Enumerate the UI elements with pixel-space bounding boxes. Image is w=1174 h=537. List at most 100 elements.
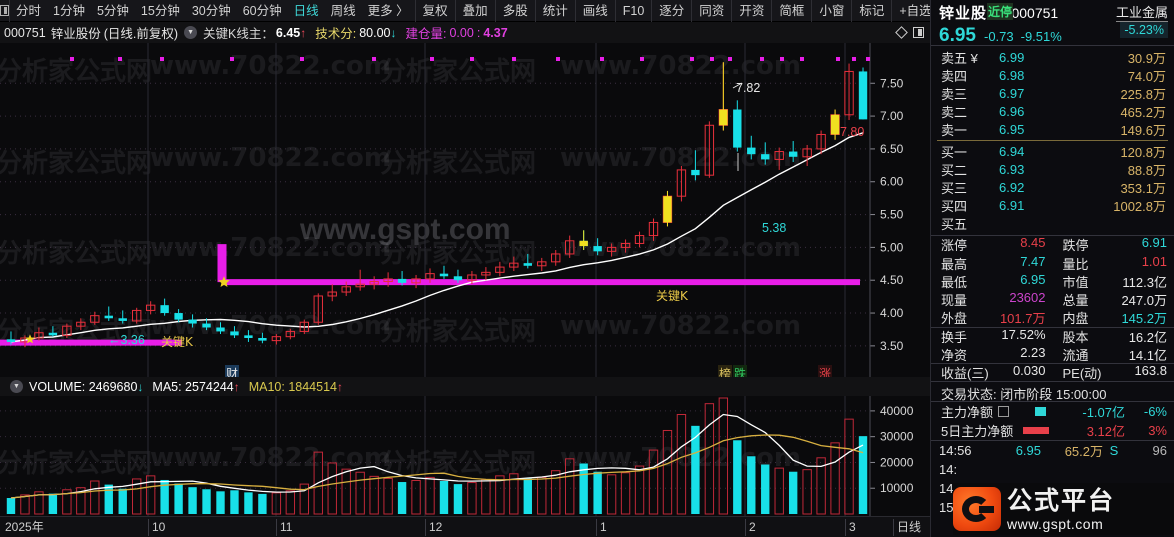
stats-value: 16.2亿 bbox=[1128, 329, 1167, 345]
position-label: 建仓量: bbox=[405, 27, 447, 41]
quote-change-pct: -9.51% bbox=[1020, 29, 1062, 44]
brand-g-icon bbox=[953, 487, 1001, 531]
tech-score-label: 技术分: bbox=[315, 27, 357, 41]
order-book-label: 买五 bbox=[941, 217, 968, 233]
order-book-row[interactable]: 买一 6.94 120.8万 bbox=[931, 142, 1174, 160]
btn-tongji[interactable]: 统计 bbox=[534, 0, 575, 22]
price-chart-svg: 7.50 7.00 6.50 6.00 5.50 5.00 4.50 4.00 3.50 bbox=[0, 43, 904, 377]
stats-cell: 市值 112.3亿 bbox=[1053, 272, 1174, 291]
order-book-price: 6.92 bbox=[999, 179, 1025, 195]
stats-row: 最高 7.47 量比 1.01 bbox=[931, 254, 1174, 272]
tick-row[interactable]: 15: bbox=[931, 498, 1174, 516]
period-30min[interactable]: 30分钟 bbox=[191, 3, 231, 18]
stats-key: 总量 bbox=[1062, 293, 1089, 309]
order-book-row[interactable]: 卖五 ¥ 6.99 30.9万 bbox=[931, 48, 1174, 66]
order-book-row[interactable]: 买五 bbox=[931, 215, 1174, 233]
tick-row[interactable]: 14: bbox=[931, 460, 1174, 479]
stats-table: 涨停 8.45 跌停 6.91 最高 7.47 量比 1.01 最低 6.95 市值 112.3亿 现量… bbox=[931, 234, 1174, 382]
position-separator: : bbox=[476, 25, 481, 40]
stats-row: 外盘 101.7万 内盘 145.2万 bbox=[931, 309, 1174, 327]
layout-icon[interactable] bbox=[913, 27, 924, 38]
tech-score-value: 80.00 bbox=[359, 25, 391, 40]
diamond-icon[interactable] bbox=[895, 26, 908, 39]
btn-xiaochuang[interactable]: 小窗 bbox=[811, 0, 851, 22]
btn-biaoji[interactable]: 标记 bbox=[851, 0, 891, 22]
stats-cell: 内盘 145.2万 bbox=[1053, 308, 1174, 327]
panel-icon[interactable] bbox=[0, 0, 10, 22]
period-weekly[interactable]: 周线 bbox=[330, 3, 356, 18]
order-book-label: 卖三 bbox=[941, 86, 968, 102]
period-5min[interactable]: 5分钟 bbox=[96, 3, 129, 18]
stats-key: 流通 bbox=[1062, 347, 1089, 363]
btn-duogu[interactable]: 多股 bbox=[494, 0, 535, 22]
brand-url: www.gspt.com bbox=[1007, 515, 1104, 532]
volume-ma10: MA10: 1844514 bbox=[248, 379, 337, 394]
period-fenshi[interactable]: 分时 bbox=[16, 3, 42, 18]
top-toolbar: 分时 1分钟 5分钟 15分钟 30分钟 60分钟 日线 周线 更多 〉 复权 … bbox=[0, 0, 972, 22]
period-15min[interactable]: 15分钟 bbox=[140, 3, 180, 18]
tick-row[interactable]: 14: bbox=[931, 479, 1174, 498]
stats-value: 163.8 bbox=[1134, 363, 1167, 379]
period-more[interactable]: 更多 〉 bbox=[367, 3, 409, 18]
sector-change-pct: -5.23% bbox=[1120, 22, 1168, 38]
flow-swatch-cyan bbox=[1035, 407, 1047, 417]
tick-list[interactable]: 14:56 6.95 65.2万 S 96 14: 14: 15: bbox=[931, 440, 1174, 516]
period-1min[interactable]: 1分钟 bbox=[53, 3, 85, 18]
order-book-row[interactable]: 卖三 6.97 225.8万 bbox=[931, 84, 1174, 102]
btn-diejia[interactable]: 叠加 bbox=[454, 0, 495, 22]
price-pane[interactable]: 7.50 7.00 6.50 6.00 5.50 5.00 4.50 4.00 3.50 7.8… bbox=[0, 43, 930, 382]
quote-stock-name: 锌业股份 bbox=[939, 5, 1004, 22]
btn-kaizi[interactable]: 开资 bbox=[731, 0, 771, 22]
quote-stock-code: 000751 bbox=[1011, 5, 1059, 21]
ma5-arrow-icon: ↑ bbox=[233, 379, 240, 394]
stats-cell: 总量 247.0万 bbox=[1053, 290, 1174, 309]
chart-area[interactable]: 分析家公式网 www.70822.com 分析家公式网 www.70822.co… bbox=[0, 43, 930, 537]
flow-pct: 3% bbox=[1148, 423, 1167, 439]
order-book-price: 6.91 bbox=[999, 198, 1025, 214]
order-book-volume: 74.0万 bbox=[1127, 68, 1166, 84]
order-book-row[interactable]: 卖二 6.96 465.2万 bbox=[931, 103, 1174, 121]
stats-cell: 最低 6.95 bbox=[931, 272, 1053, 291]
stats-key: 量比 bbox=[1062, 256, 1089, 272]
annotation-mid: 5.38 bbox=[762, 221, 787, 235]
tech-score-arrow-icon: ↓ bbox=[390, 25, 397, 40]
sector-name[interactable]: 工业金属 bbox=[1115, 2, 1168, 22]
btn-zhufen[interactable]: 逐分 bbox=[651, 0, 691, 22]
order-book-price: 6.93 bbox=[999, 161, 1025, 177]
volume-pane[interactable]: 40000 30000 20000 10000 bbox=[0, 396, 930, 516]
volume-chevron-icon[interactable]: ▼ bbox=[10, 380, 23, 393]
btn-tongzi[interactable]: 同资 bbox=[691, 0, 731, 22]
tick-time: 14: bbox=[939, 462, 958, 478]
stats-key: 现量 bbox=[941, 293, 968, 309]
date-label: 3 bbox=[845, 519, 856, 536]
order-book-divider bbox=[937, 139, 1168, 141]
period-60min[interactable]: 60分钟 bbox=[242, 3, 282, 18]
tick-row[interactable]: 14:56 6.95 65.2万 S 96 bbox=[931, 441, 1174, 460]
order-book-price: 6.96 bbox=[999, 104, 1025, 120]
stats-cell: 涨停 8.45 bbox=[931, 235, 1053, 254]
volume-ma5: MA5: 2574244 bbox=[152, 379, 234, 394]
order-book-row[interactable]: 卖四 6.98 74.0万 bbox=[931, 66, 1174, 84]
order-book-row[interactable]: 买二 6.93 88.8万 bbox=[931, 160, 1174, 178]
stats-key: 换手 bbox=[941, 329, 968, 345]
stats-cell: 量比 1.01 bbox=[1053, 254, 1174, 273]
list-icon[interactable] bbox=[998, 406, 1010, 418]
btn-huaxian[interactable]: 画线 bbox=[574, 0, 615, 22]
order-book-price: 6.98 bbox=[999, 67, 1025, 83]
chevron-down-icon[interactable]: ▼ bbox=[184, 26, 198, 39]
order-book-row[interactable]: 卖一 6.95 149.6万 bbox=[931, 121, 1174, 139]
stats-row: 净资 2.23 流通 14.1亿 bbox=[931, 345, 1174, 363]
btn-add-favorite[interactable]: +自选 bbox=[891, 0, 938, 22]
order-book-volume: 149.6万 bbox=[1120, 123, 1166, 139]
btn-jiankuang[interactable]: 简框 bbox=[771, 0, 811, 22]
period-daily[interactable]: 日线 bbox=[293, 3, 319, 18]
stats-value: 14.1亿 bbox=[1128, 347, 1167, 363]
svg-text:4.00: 4.00 bbox=[880, 306, 904, 320]
btn-fuquan[interactable]: 复权 bbox=[414, 0, 455, 22]
stats-value: 247.0万 bbox=[1121, 293, 1167, 309]
order-book-row[interactable]: 买三 6.92 353.1万 bbox=[931, 178, 1174, 196]
stats-value: 17.52% bbox=[1001, 326, 1046, 342]
btn-f10[interactable]: F10 bbox=[614, 0, 652, 22]
order-book-row[interactable]: 买四 6.91 1002.8万 bbox=[931, 197, 1174, 215]
order-book-label: 买三 bbox=[941, 180, 968, 196]
